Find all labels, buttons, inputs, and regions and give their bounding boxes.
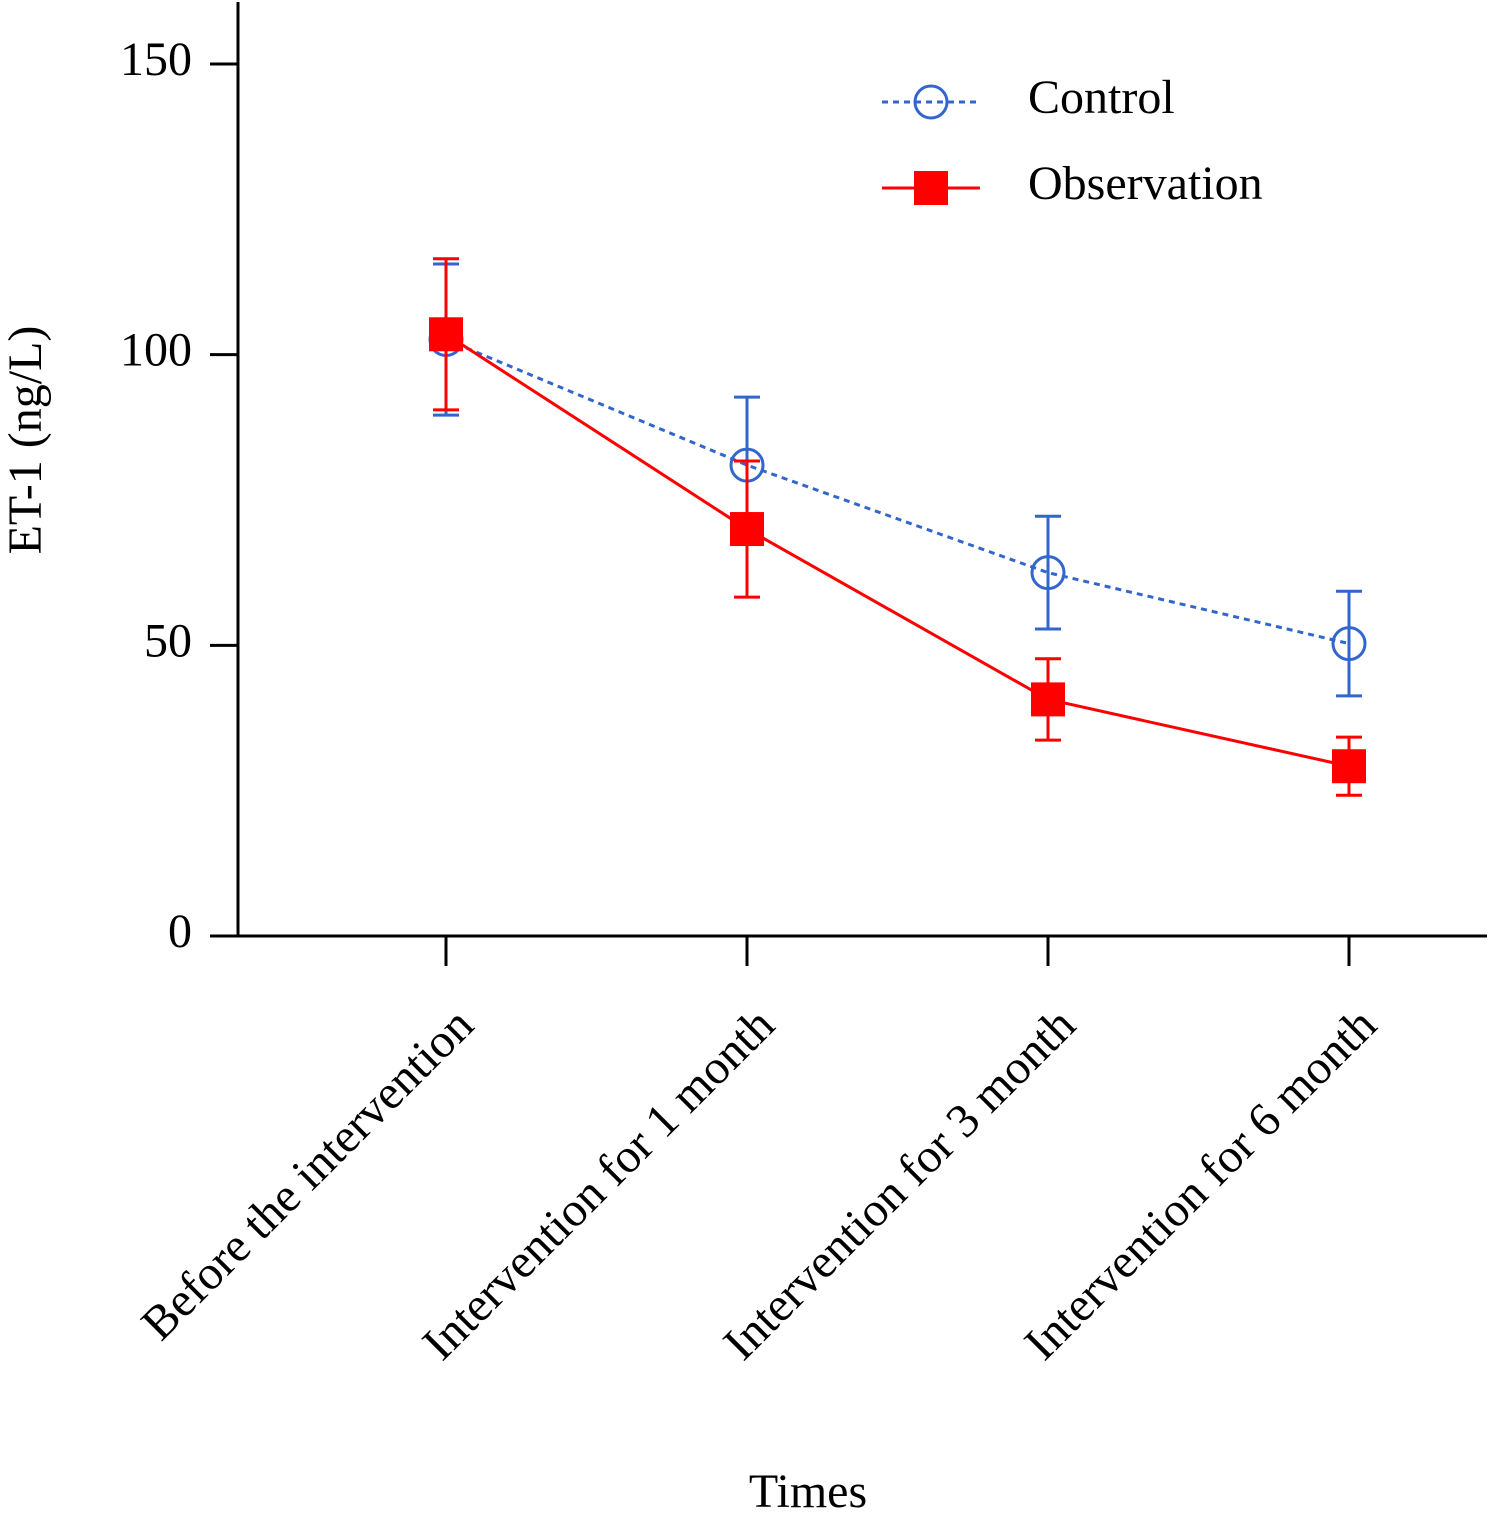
y-tick-label: 100	[120, 324, 192, 377]
y-tick-label: 150	[120, 33, 192, 86]
legend-marker	[914, 171, 948, 205]
x-tick-label: Intervention for 1 month	[412, 998, 784, 1370]
series-line	[445, 338, 1350, 646]
point	[1030, 555, 1066, 591]
legend-marker	[913, 84, 949, 120]
point	[429, 317, 463, 352]
point	[1331, 626, 1367, 662]
series-line	[445, 333, 1350, 768]
x-tick-label: Intervention for 6 month	[1014, 998, 1386, 1370]
error-bar	[1336, 589, 1362, 698]
legend-label: Observation	[1028, 157, 1263, 210]
y-tick-label: 0	[168, 905, 192, 958]
x-tick-label: Before the intervention	[131, 998, 483, 1350]
point	[1332, 749, 1366, 784]
error-bar	[1035, 514, 1061, 631]
point	[1031, 682, 1065, 717]
x-axis-label: Times	[749, 1465, 867, 1518]
y-axis-label: ET-1 (ng/L)	[0, 326, 52, 555]
point	[730, 512, 764, 547]
legend-label: Control	[1028, 71, 1175, 124]
y-tick-label: 50	[144, 614, 192, 667]
x-tick-label: Intervention for 3 month	[713, 998, 1085, 1370]
